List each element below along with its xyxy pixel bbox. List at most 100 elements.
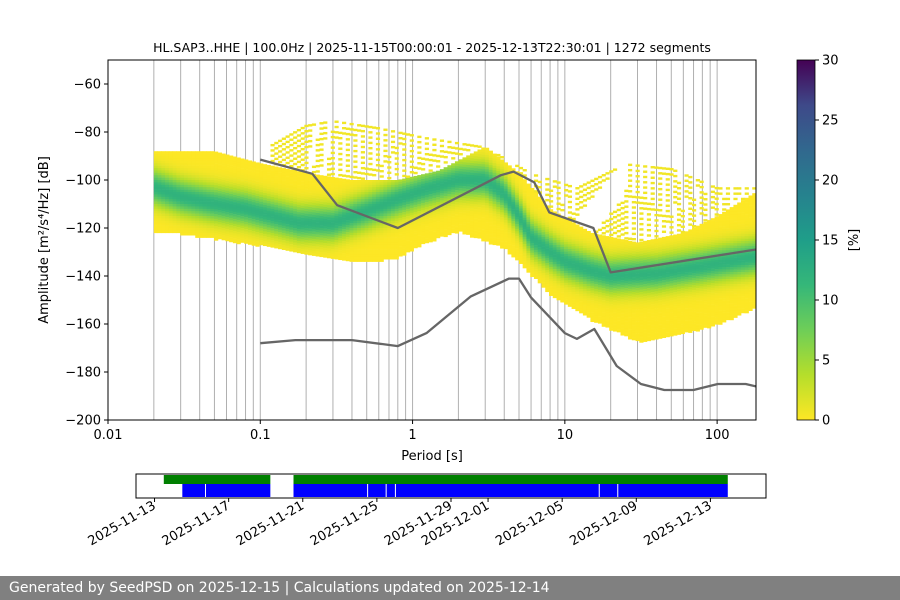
heatmap-cell (187, 213, 192, 217)
heatmap-cell (469, 208, 475, 212)
heatmap-cell (635, 314, 640, 318)
heatmap-cell (511, 225, 516, 229)
heatmap-cell (564, 301, 569, 305)
heatmap-cell (214, 163, 219, 167)
heatmap-cell (586, 247, 591, 251)
heatmap-cell (195, 165, 200, 169)
heatmap-cell (225, 156, 230, 160)
heatmap-cell (398, 193, 403, 197)
heatmap-sparse-cell (296, 144, 302, 148)
heatmap-cell (500, 236, 505, 239)
heatmap-cell (357, 259, 362, 262)
heatmap-sparse-cell (375, 142, 381, 146)
heatmap-cell (315, 177, 320, 180)
heatmap-cell (515, 257, 520, 261)
heatmap-cell (406, 187, 411, 190)
heatmap-cell (281, 213, 286, 217)
heatmap-cell (270, 184, 275, 188)
heatmap-cell (232, 228, 238, 232)
heatmap-cell (236, 167, 241, 170)
heatmap-cell (247, 174, 253, 178)
heatmap-cell (398, 213, 403, 216)
heatmap-cell (436, 170, 441, 174)
heatmap-cell (379, 187, 384, 190)
heatmap-cell (447, 198, 452, 202)
heatmap-cell (229, 234, 234, 238)
heatmap-cell (300, 236, 305, 240)
heatmap-cell (296, 209, 302, 213)
heatmap-cell (413, 231, 418, 234)
heatmap-cell (526, 229, 531, 232)
heatmap-cell (522, 244, 527, 247)
heatmap-cell (473, 189, 478, 193)
heatmap-cell (364, 204, 369, 207)
heatmap-cell (330, 176, 335, 180)
heatmap-cell (620, 306, 625, 310)
heatmap-cell (394, 213, 399, 217)
heatmap-cell (533, 228, 539, 231)
heatmap-cell (281, 175, 286, 178)
heatmap-cell (300, 229, 305, 233)
heatmap-cell (375, 249, 381, 253)
heatmap-cell (304, 218, 309, 222)
heatmap-cell (567, 280, 572, 283)
heatmap-cell (496, 178, 501, 181)
heatmap-cell (259, 170, 264, 174)
heatmap-cell (210, 216, 215, 219)
heatmap-cell (601, 259, 606, 262)
heatmap-cell (266, 232, 271, 235)
heatmap-cell (379, 213, 384, 217)
heatmap-cell (296, 204, 302, 208)
heatmap-sparse-cell (575, 213, 580, 216)
heatmap-cell (315, 193, 320, 197)
heatmap-cell (601, 312, 606, 315)
heatmap-cell (639, 263, 644, 266)
heatmap-cell (375, 184, 381, 188)
heatmap-cell (417, 208, 422, 212)
heatmap-cell (293, 180, 298, 183)
heatmap-cell (304, 244, 309, 248)
psd-heatmap (153, 120, 756, 343)
heatmap-cell (428, 206, 433, 209)
heatmap-cell (451, 196, 456, 200)
heatmap-cell (447, 213, 452, 216)
heatmap-cell (530, 264, 535, 268)
heatmap-sparse-cell (383, 160, 388, 163)
heatmap-cell (612, 314, 618, 318)
heatmap-cell (624, 271, 629, 274)
heatmap-cell (342, 200, 347, 204)
heatmap-cell (485, 214, 490, 218)
heatmap-cell (338, 221, 343, 225)
heatmap-cell (195, 228, 200, 231)
heatmap-cell (323, 182, 328, 186)
heatmap-cell (454, 221, 460, 224)
heatmap-cell (579, 310, 584, 314)
heatmap-cell (326, 176, 332, 180)
heatmap-cell (552, 221, 557, 224)
heatmap-cell (556, 223, 561, 226)
heatmap-cell (311, 186, 317, 189)
heatmap-cell (296, 207, 302, 210)
heatmap-cell (300, 203, 305, 206)
heatmap-cell (477, 183, 482, 186)
heatmap-cell (590, 273, 595, 277)
heatmap-cell (357, 228, 362, 231)
heatmap-cell (500, 233, 505, 237)
heatmap-cell (537, 223, 542, 226)
heatmap-cell (466, 229, 471, 233)
heatmap-cell (195, 196, 200, 200)
heatmap-cell (424, 221, 429, 225)
heatmap-cell (274, 185, 279, 189)
heatmap-cell (511, 206, 516, 210)
heatmap-sparse-cell (579, 201, 584, 204)
heatmap-cell (428, 177, 433, 180)
heatmap-cell (161, 196, 166, 200)
heatmap-cell (503, 239, 509, 242)
heatmap-cell (236, 210, 241, 213)
heatmap-cell (631, 275, 636, 278)
heatmap-cell (631, 258, 636, 262)
heatmap-cell (285, 216, 290, 220)
heatmap-cell (616, 262, 621, 266)
heatmap-cell (394, 201, 399, 205)
heatmap-cell (330, 234, 335, 238)
